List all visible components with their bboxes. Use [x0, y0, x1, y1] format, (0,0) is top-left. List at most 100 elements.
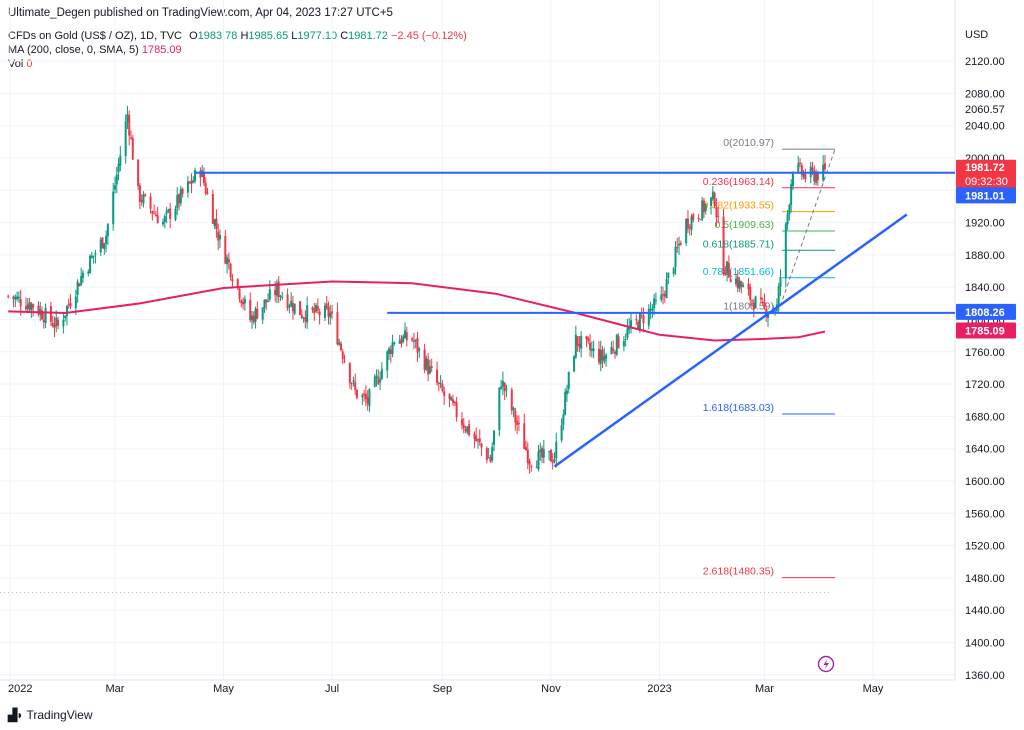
candle-body	[580, 335, 583, 349]
tradingview-logo-text: TradingView	[26, 708, 93, 722]
fib-trend-dashed	[777, 148, 836, 313]
candle-body	[578, 343, 581, 347]
candle-body	[293, 303, 296, 314]
candle-body	[391, 342, 394, 354]
candle-body	[124, 121, 127, 157]
candle-body	[393, 342, 396, 344]
trendline[interactable]	[553, 213, 908, 468]
fib-level-label: 1.618(1683.03)	[703, 402, 774, 414]
price-badge-text: 1785.09	[965, 326, 1005, 338]
candle-body	[589, 342, 592, 350]
candle-body	[813, 170, 816, 182]
candle-body	[290, 300, 293, 307]
candle-body	[414, 340, 417, 342]
x-tick-label: 2022	[8, 683, 32, 695]
candle-body	[242, 301, 245, 305]
candle-body	[240, 300, 243, 304]
price-axis-labels: USD 2120.002080.002040.002000.001960.001…	[965, 29, 1005, 682]
candle-body	[26, 304, 29, 309]
candle-body	[69, 302, 72, 307]
ma-label[interactable]: MA (200, close, 0, SMA, 5)	[8, 44, 139, 56]
candle-body	[140, 199, 143, 202]
candle-body	[597, 348, 600, 363]
candle-body	[181, 188, 184, 194]
candle-body	[119, 155, 122, 166]
horizontal-lines[interactable]	[195, 171, 955, 314]
candle-body	[92, 255, 95, 257]
candle-body	[238, 288, 241, 300]
candle-body	[711, 191, 714, 200]
candle-body	[17, 296, 20, 299]
candle-body	[686, 218, 689, 229]
candle-body	[567, 372, 570, 389]
time-axis[interactable]	[0, 680, 955, 702]
fib-level-label: 0.382(1933.55)	[703, 200, 774, 212]
candle-body	[647, 308, 650, 326]
candle-body	[752, 302, 755, 310]
candle-body	[268, 289, 271, 300]
candle-body	[622, 341, 625, 347]
candle-body	[660, 294, 663, 300]
y-tick-label: 1600.00	[965, 476, 1005, 488]
candle-body	[355, 389, 358, 399]
tradingview-footer[interactable]: ▟◗ TradingView	[8, 708, 93, 722]
candle-body	[430, 366, 433, 369]
ohlc-open-value: 1983.78	[197, 30, 238, 42]
candle-body	[717, 216, 720, 218]
candle-body	[315, 305, 318, 312]
lightning-icon[interactable]	[817, 655, 835, 673]
symbol-label[interactable]: CFDs on Gold (US$ / OZ), 1D, TVC	[8, 30, 183, 42]
fib-level-label: 2.618(1480.35)	[703, 566, 774, 578]
candle-body	[437, 382, 440, 384]
candle-body	[761, 301, 764, 303]
candle-body	[624, 339, 627, 341]
candle-body	[398, 340, 401, 344]
candle-body	[710, 197, 713, 207]
candle-body	[516, 420, 519, 425]
candle-body	[325, 303, 328, 308]
candle-body	[279, 295, 282, 297]
price-badge-text: 1808.26	[965, 307, 1005, 319]
candle-body	[105, 235, 108, 244]
candle-body	[90, 255, 93, 258]
candle-body	[87, 271, 90, 274]
candle-body	[302, 317, 305, 319]
candle-body	[206, 192, 209, 194]
candle-body	[747, 284, 750, 290]
y-tick-label: 1840.00	[965, 282, 1005, 294]
candle-body	[462, 424, 465, 429]
candle-body	[44, 307, 47, 324]
candle-body	[439, 383, 442, 385]
candle-body	[530, 466, 533, 468]
candle-body	[637, 321, 640, 330]
candle-body	[42, 319, 45, 323]
candle-body	[103, 243, 106, 250]
candlestick-series	[7, 105, 826, 474]
candle-body	[388, 348, 391, 354]
candle-body	[78, 283, 81, 287]
candle-body	[535, 467, 538, 469]
candle-body	[338, 342, 341, 345]
candle-body	[751, 300, 754, 302]
candle-body	[736, 276, 739, 288]
candle-body	[549, 449, 552, 462]
candle-body	[149, 196, 152, 209]
x-tick-label: Nov	[541, 683, 561, 695]
uptrend-line	[553, 213, 908, 468]
candle-body	[576, 336, 579, 346]
candle-body	[142, 194, 145, 204]
candle-body	[734, 278, 737, 284]
candle-body	[151, 211, 154, 214]
fibonacci-retracement[interactable]: 0(2010.97) 0.236(1963.14) 0.382(1933.55) 0.…	[703, 137, 836, 579]
candle-body	[281, 296, 284, 298]
candle-body	[587, 337, 590, 342]
candle-body	[364, 394, 367, 400]
x-tick-label: Jul	[325, 683, 339, 695]
candle-body	[261, 307, 264, 320]
candle-body	[800, 165, 803, 176]
candle-body	[167, 209, 170, 212]
candle-body	[816, 172, 819, 181]
candle-body	[300, 314, 303, 318]
candle-body	[727, 262, 730, 278]
